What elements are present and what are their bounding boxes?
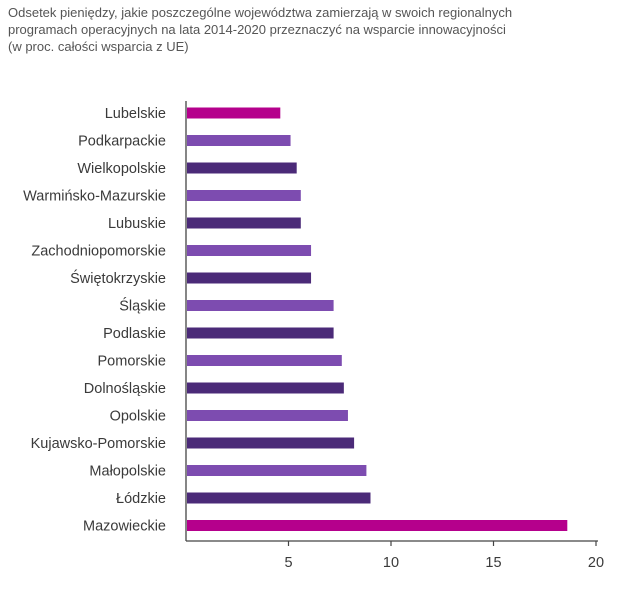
- bar-1: [187, 135, 291, 146]
- chart-title-line-3: (w proc. całości wsparcia z UE): [8, 39, 189, 54]
- category-label-7: Śląskie: [119, 297, 166, 315]
- category-label-12: Kujawsko-Pomorskie: [31, 436, 166, 452]
- bar-0: [187, 107, 281, 119]
- bar-11: [187, 410, 348, 421]
- bar-15: [187, 520, 568, 531]
- bar-9: [187, 355, 342, 366]
- x-tick-label-2: 15: [485, 555, 501, 571]
- category-label-14: Łódzkie: [116, 491, 166, 507]
- category-label-2: Wielkopolskie: [77, 161, 166, 177]
- bar-2: [187, 162, 297, 174]
- bar-6: [187, 272, 312, 284]
- category-label-15: Mazowieckie: [83, 519, 166, 535]
- bar-12: [187, 437, 355, 449]
- category-label-11: Opolskie: [110, 409, 166, 425]
- bar-13: [187, 465, 367, 476]
- category-label-10: Dolnośląskie: [84, 381, 166, 397]
- category-label-0: Lubelskie: [105, 106, 166, 122]
- bar-8: [187, 327, 334, 339]
- bar-3: [187, 190, 301, 201]
- x-tick-label-0: 5: [284, 555, 292, 571]
- chart-title-line-2: programach operacyjnych na lata 2014-202…: [8, 22, 506, 37]
- chart-title-line-1: Odsetek pieniędzy, jakie poszczególne wo…: [8, 5, 513, 20]
- category-label-13: Małopolskie: [89, 464, 166, 480]
- bar-7: [187, 300, 334, 311]
- category-label-6: Świętokrzyskie: [70, 269, 166, 287]
- category-label-9: Pomorskie: [98, 354, 167, 370]
- bar-4: [187, 217, 301, 229]
- category-label-8: Podlaskie: [103, 326, 166, 342]
- bar-10: [187, 382, 344, 394]
- category-label-4: Lubuskie: [108, 216, 166, 232]
- category-label-5: Zachodniopomorskie: [31, 244, 166, 260]
- chart-title: Odsetek pieniędzy, jakie poszczególne wo…: [8, 4, 608, 55]
- x-tick-label-1: 10: [383, 555, 399, 571]
- x-tick-label-3: 20: [588, 555, 604, 571]
- category-label-3: Warmińsko-Mazurskie: [23, 189, 166, 205]
- bar-14: [187, 492, 371, 504]
- category-label-1: Podkarpackie: [78, 134, 166, 150]
- bar-5: [187, 245, 312, 256]
